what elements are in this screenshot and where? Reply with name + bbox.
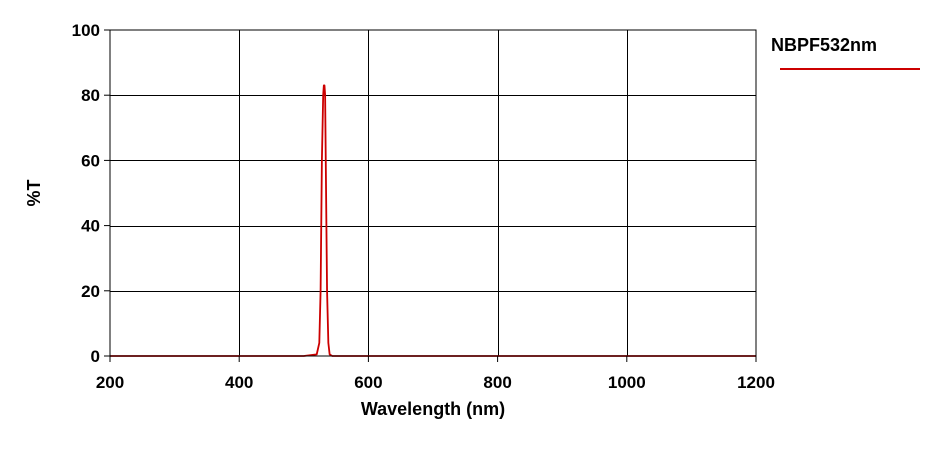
series-line-0 (110, 84, 756, 357)
grid-lines (110, 30, 756, 356)
y-axis-title: %T (24, 179, 44, 206)
y-tick-label-1: 20 (81, 282, 100, 301)
plot-frame (109, 29, 757, 357)
x-tick-label-1: 400 (225, 373, 253, 392)
x-tick-label-4: 1000 (608, 373, 646, 392)
y-tick-labels: 0 20 40 60 80 100 (72, 21, 110, 366)
x-axis-title: Wavelength (nm) (361, 399, 505, 419)
y-tick-label-2: 40 (81, 217, 100, 236)
x-tick-labels: 200 400 600 800 1000 1200 (96, 356, 775, 392)
y-tick-label-0: 0 (91, 347, 100, 366)
x-tick-label-3: 800 (483, 373, 511, 392)
legend: NBPF532nm (771, 35, 920, 70)
x-tick-label-2: 600 (354, 373, 382, 392)
y-tick-label-3: 60 (81, 151, 100, 170)
series-layer (110, 84, 756, 357)
y-tick-label-5: 100 (72, 21, 100, 40)
x-tick-label-5: 1200 (737, 373, 775, 392)
x-tick-label-0: 200 (96, 373, 124, 392)
legend-label: NBPF532nm (771, 35, 877, 55)
y-tick-label-4: 80 (81, 86, 100, 105)
